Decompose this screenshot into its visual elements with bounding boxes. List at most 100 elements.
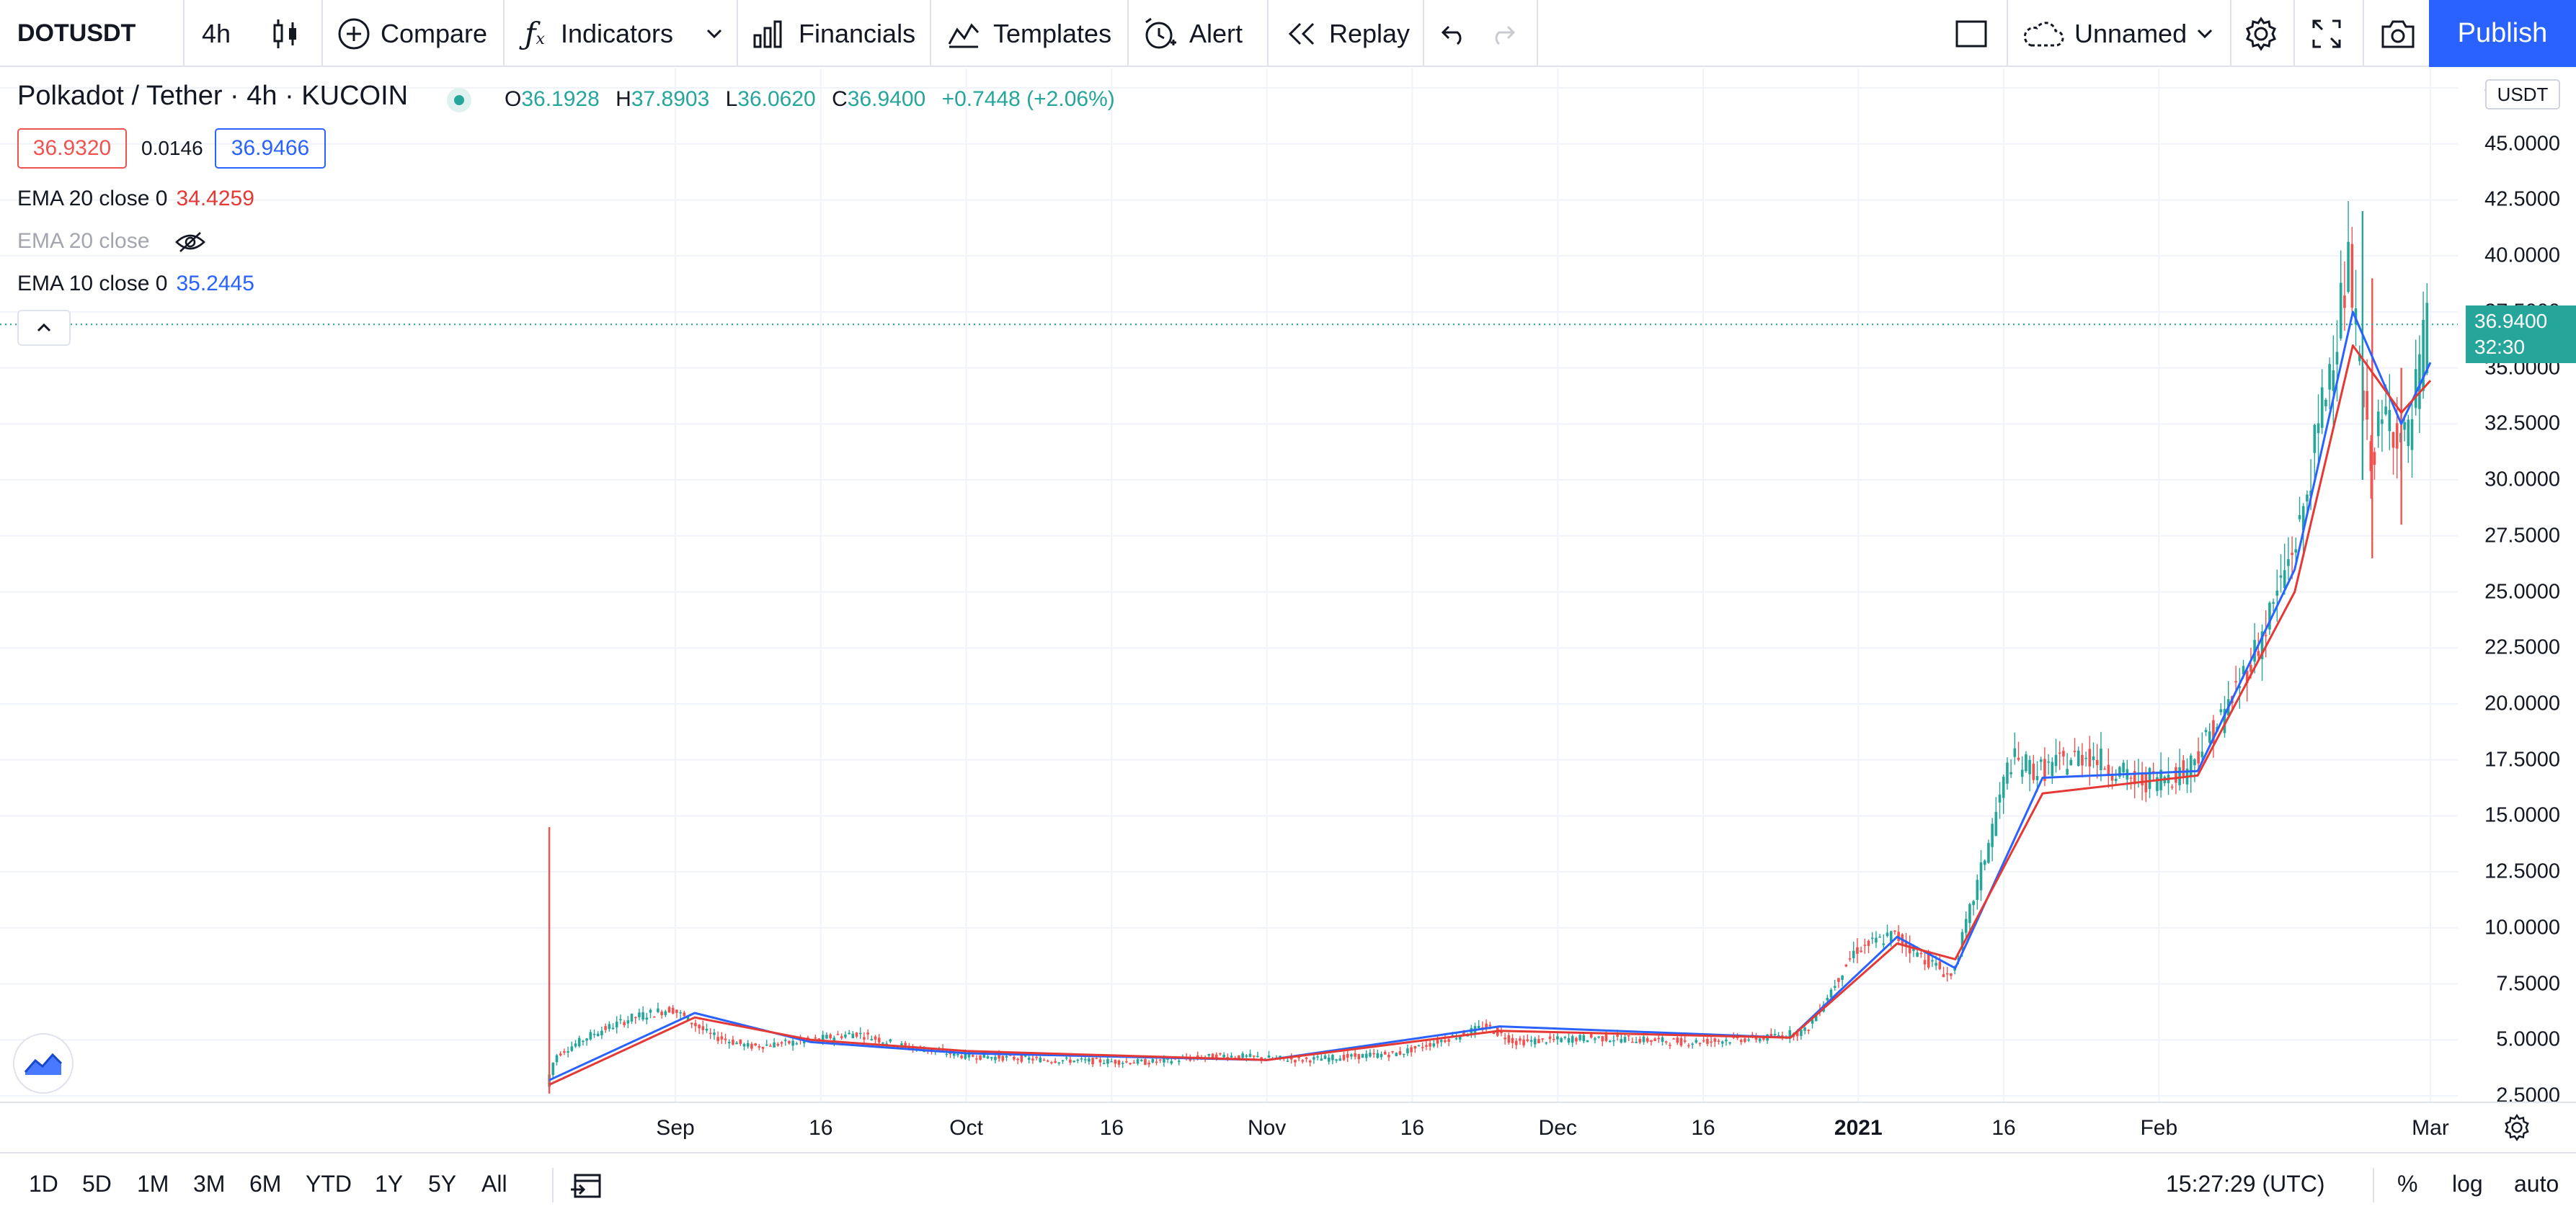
candle-body [2347,241,2350,292]
candle-body [1983,860,1986,865]
candle-body [1893,930,1896,932]
candle-body [2200,751,2204,757]
candle-body [1361,1054,1364,1058]
replay-button[interactable]: Replay [1286,0,1410,67]
compare-label: Compare [381,18,488,48]
indicators-dropdown[interactable] [705,0,724,67]
time-axis-label: 2021 [1834,1116,1883,1140]
redo-button[interactable] [1489,0,1518,67]
eye-crossed-icon[interactable] [174,231,206,253]
candle-body [551,1062,555,1076]
toolbar-separator [2230,0,2231,67]
auto-scale-toggle[interactable]: auto [2514,1171,2559,1197]
settings-button[interactable] [2243,0,2279,67]
indicator-ema20-hidden-legend[interactable]: EMA 20 close [17,229,206,254]
templates-button[interactable]: Templates [947,0,1111,67]
candle-body [1383,1051,1387,1055]
tradingview-logo-button[interactable] [13,1033,74,1094]
candle-body [1717,1040,1720,1042]
candle-body [1773,1034,1777,1036]
candle-body [1683,1040,1687,1042]
candle-body [1323,1055,1327,1059]
symbol-search-button[interactable]: DOTUSDT [17,0,136,67]
candle-body [2051,762,2054,776]
financials-button[interactable]: Financials [752,0,915,67]
candle-body [1908,945,1911,954]
time-axis-label: Dec [1538,1116,1577,1140]
candle-body [1601,1036,1604,1042]
candle-body [2035,776,2039,780]
range-button-all[interactable]: All [481,1171,507,1197]
candle-body [1882,943,1886,945]
candle-body [2100,749,2102,771]
redo-icon [1495,25,1516,45]
clock[interactable]: 15:27:29 (UTC) [2166,1171,2325,1197]
undo-button[interactable] [1439,0,1467,67]
chart-type-button[interactable] [271,0,300,67]
price-axis[interactable]: 47.500045.000042.500040.000037.500035.00… [2458,67,2576,1107]
range-button-1d[interactable]: 1D [29,1171,58,1197]
candle-body [1522,1039,1525,1045]
indicators-button[interactable]: ƒx Indicators [525,0,673,67]
candle-body [1597,1036,1600,1038]
candle-body [679,1012,682,1014]
candle-body [1387,1055,1390,1058]
candle-body [1994,811,1998,836]
close-value: 36.9400 [847,87,926,111]
sell-price-button[interactable]: 36.9320 [17,128,127,169]
candle-body [1436,1039,1439,1044]
current-price-value: 36.9400 [2474,310,2548,333]
range-button-5y[interactable]: 5Y [428,1171,457,1197]
range-button-1y[interactable]: 1Y [375,1171,404,1197]
candle-body [1841,975,1844,980]
market-status-icon[interactable] [447,88,471,112]
publish-button[interactable]: Publish [2429,0,2576,67]
alert-button[interactable]: Alert [1143,0,1243,67]
candle-body [2294,549,2298,553]
go-to-date-button[interactable] [569,1171,603,1205]
layout-name-button[interactable]: Unnamed [2021,0,2187,67]
range-button-3m[interactable]: 3M [193,1171,226,1197]
fullscreen-toggle-button[interactable] [1955,0,1988,67]
candle-body [1425,1045,1428,1047]
log-scale-toggle[interactable]: log [2452,1171,2483,1197]
candle-body [840,1036,843,1038]
candle-body [1826,998,1829,1001]
candle-body [1492,1032,1496,1035]
candle-body [1372,1053,1375,1055]
candle-body [1267,1055,1271,1058]
candle-body [2039,759,2043,762]
candle-body [1578,1035,1581,1040]
layout-dropdown[interactable] [2195,0,2214,67]
logo-icon [24,1053,63,1075]
candle-body [1342,1055,1346,1061]
percent-scale-toggle[interactable]: % [2397,1171,2418,1197]
snapshot-button[interactable] [2380,0,2416,67]
candle-body [1661,1037,1664,1042]
candle-body [2391,432,2395,448]
chart-settings-button[interactable] [2458,1103,2576,1152]
range-button-5d[interactable]: 5D [82,1171,112,1197]
range-button-1m[interactable]: 1M [137,1171,169,1197]
range-button-ytd[interactable]: YTD [306,1171,352,1197]
interval-button[interactable]: 4h [202,0,231,67]
candle-body [582,1040,585,1043]
range-button-6m[interactable]: 6M [249,1171,282,1197]
candle-body [1931,960,1934,962]
time-axis[interactable]: Sep 16 Oct 16 Nov 16 Dec 16 2021 16 Feb Mar [0,1102,2576,1152]
price-chart[interactable] [0,68,2458,1102]
candle-body [2141,775,2144,786]
maximize-button[interactable] [2311,0,2342,67]
indicator-ema10-legend[interactable]: EMA 10 close 0 35.2445 [17,272,254,296]
candle-body [604,1026,607,1030]
candle-body [732,1039,734,1045]
candle-body [1942,974,1945,978]
toolbar-separator [552,1168,554,1202]
buy-price-button[interactable]: 36.9466 [215,128,326,169]
compare-button[interactable]: Compare [337,0,487,67]
currency-label[interactable]: USDT [2485,79,2560,110]
indicator-ema20-legend[interactable]: EMA 20 close 0 34.4259 [17,187,254,211]
candle-body [1042,1059,1046,1061]
legend-collapse-button[interactable] [17,310,71,346]
indicator-value: 35.2445 [176,272,254,295]
